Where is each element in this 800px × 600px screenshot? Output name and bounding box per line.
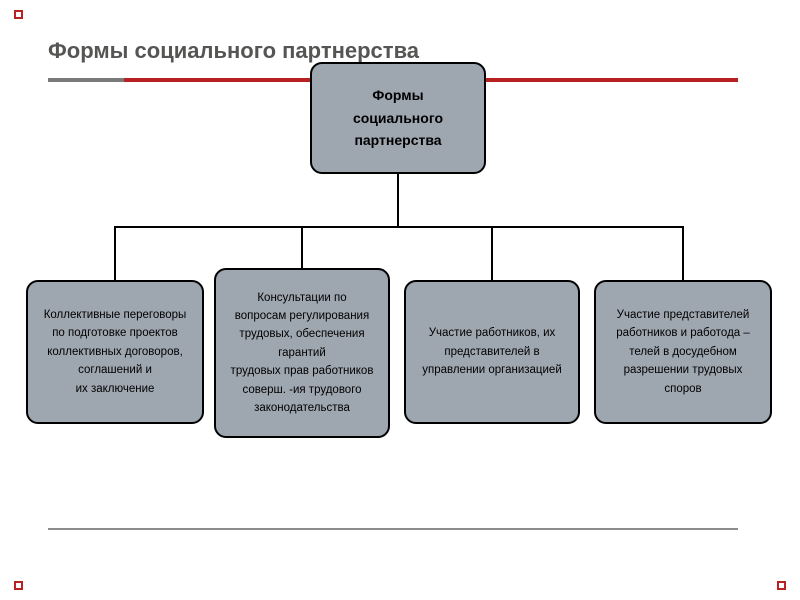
child-node-line: законодательства: [254, 399, 350, 417]
root-node: Формысоциальногопартнерства: [310, 62, 486, 174]
child-node-line: коллективных договоров,: [47, 343, 183, 361]
child-node: Коллективные переговорыпо подготовке про…: [26, 280, 204, 424]
child-node-line: трудовых, обеспечения: [239, 325, 364, 343]
connector-line: [682, 226, 684, 280]
child-node-line: соверш. -ия трудового: [242, 381, 361, 399]
slide: Формы социального партнерства Формысоциа…: [0, 0, 800, 600]
corner-square-icon: [14, 581, 23, 590]
connector-line: [397, 174, 399, 226]
child-node-line: разрешении трудовых: [624, 361, 743, 379]
child-node: Консультации повопросам регулированиятру…: [214, 268, 390, 438]
child-node: Участие работников, ихпредставителей вуп…: [404, 280, 580, 424]
child-node-line: соглашений и: [78, 361, 152, 379]
child-node: Участие представителейработников и работ…: [594, 280, 772, 424]
root-node-line: Формы: [372, 84, 423, 106]
child-node-line: Участие работников, их: [429, 324, 556, 342]
child-node-line: Коллективные переговоры: [44, 306, 187, 324]
root-node-line: социального: [353, 107, 443, 129]
footer-line: [48, 528, 738, 530]
page-title: Формы социального партнерства: [48, 38, 419, 64]
child-node-line: Консультации по: [257, 289, 346, 307]
connector-line: [491, 226, 493, 280]
root-node-line: партнерства: [354, 129, 441, 151]
connector-line: [114, 226, 682, 228]
child-node-line: Участие представителей: [617, 306, 750, 324]
child-node-line: телей в досудебном: [629, 343, 737, 361]
child-node-line: гарантий: [278, 344, 326, 362]
child-node-line: споров: [664, 380, 701, 398]
child-node-line: трудовых прав работников: [231, 362, 374, 380]
child-node-line: их заключение: [76, 380, 155, 398]
child-node-line: управлении организацией: [422, 361, 562, 379]
connector-line: [114, 226, 116, 280]
child-node-line: вопросам регулирования: [235, 307, 369, 325]
corner-square-icon: [777, 581, 786, 590]
child-node-line: работников и работода –: [616, 324, 750, 342]
child-node-line: представителей в: [444, 343, 539, 361]
corner-square-icon: [14, 10, 23, 19]
child-node-line: по подготовке проектов: [52, 324, 178, 342]
underline-gray: [48, 78, 124, 82]
connector-line: [301, 226, 303, 268]
